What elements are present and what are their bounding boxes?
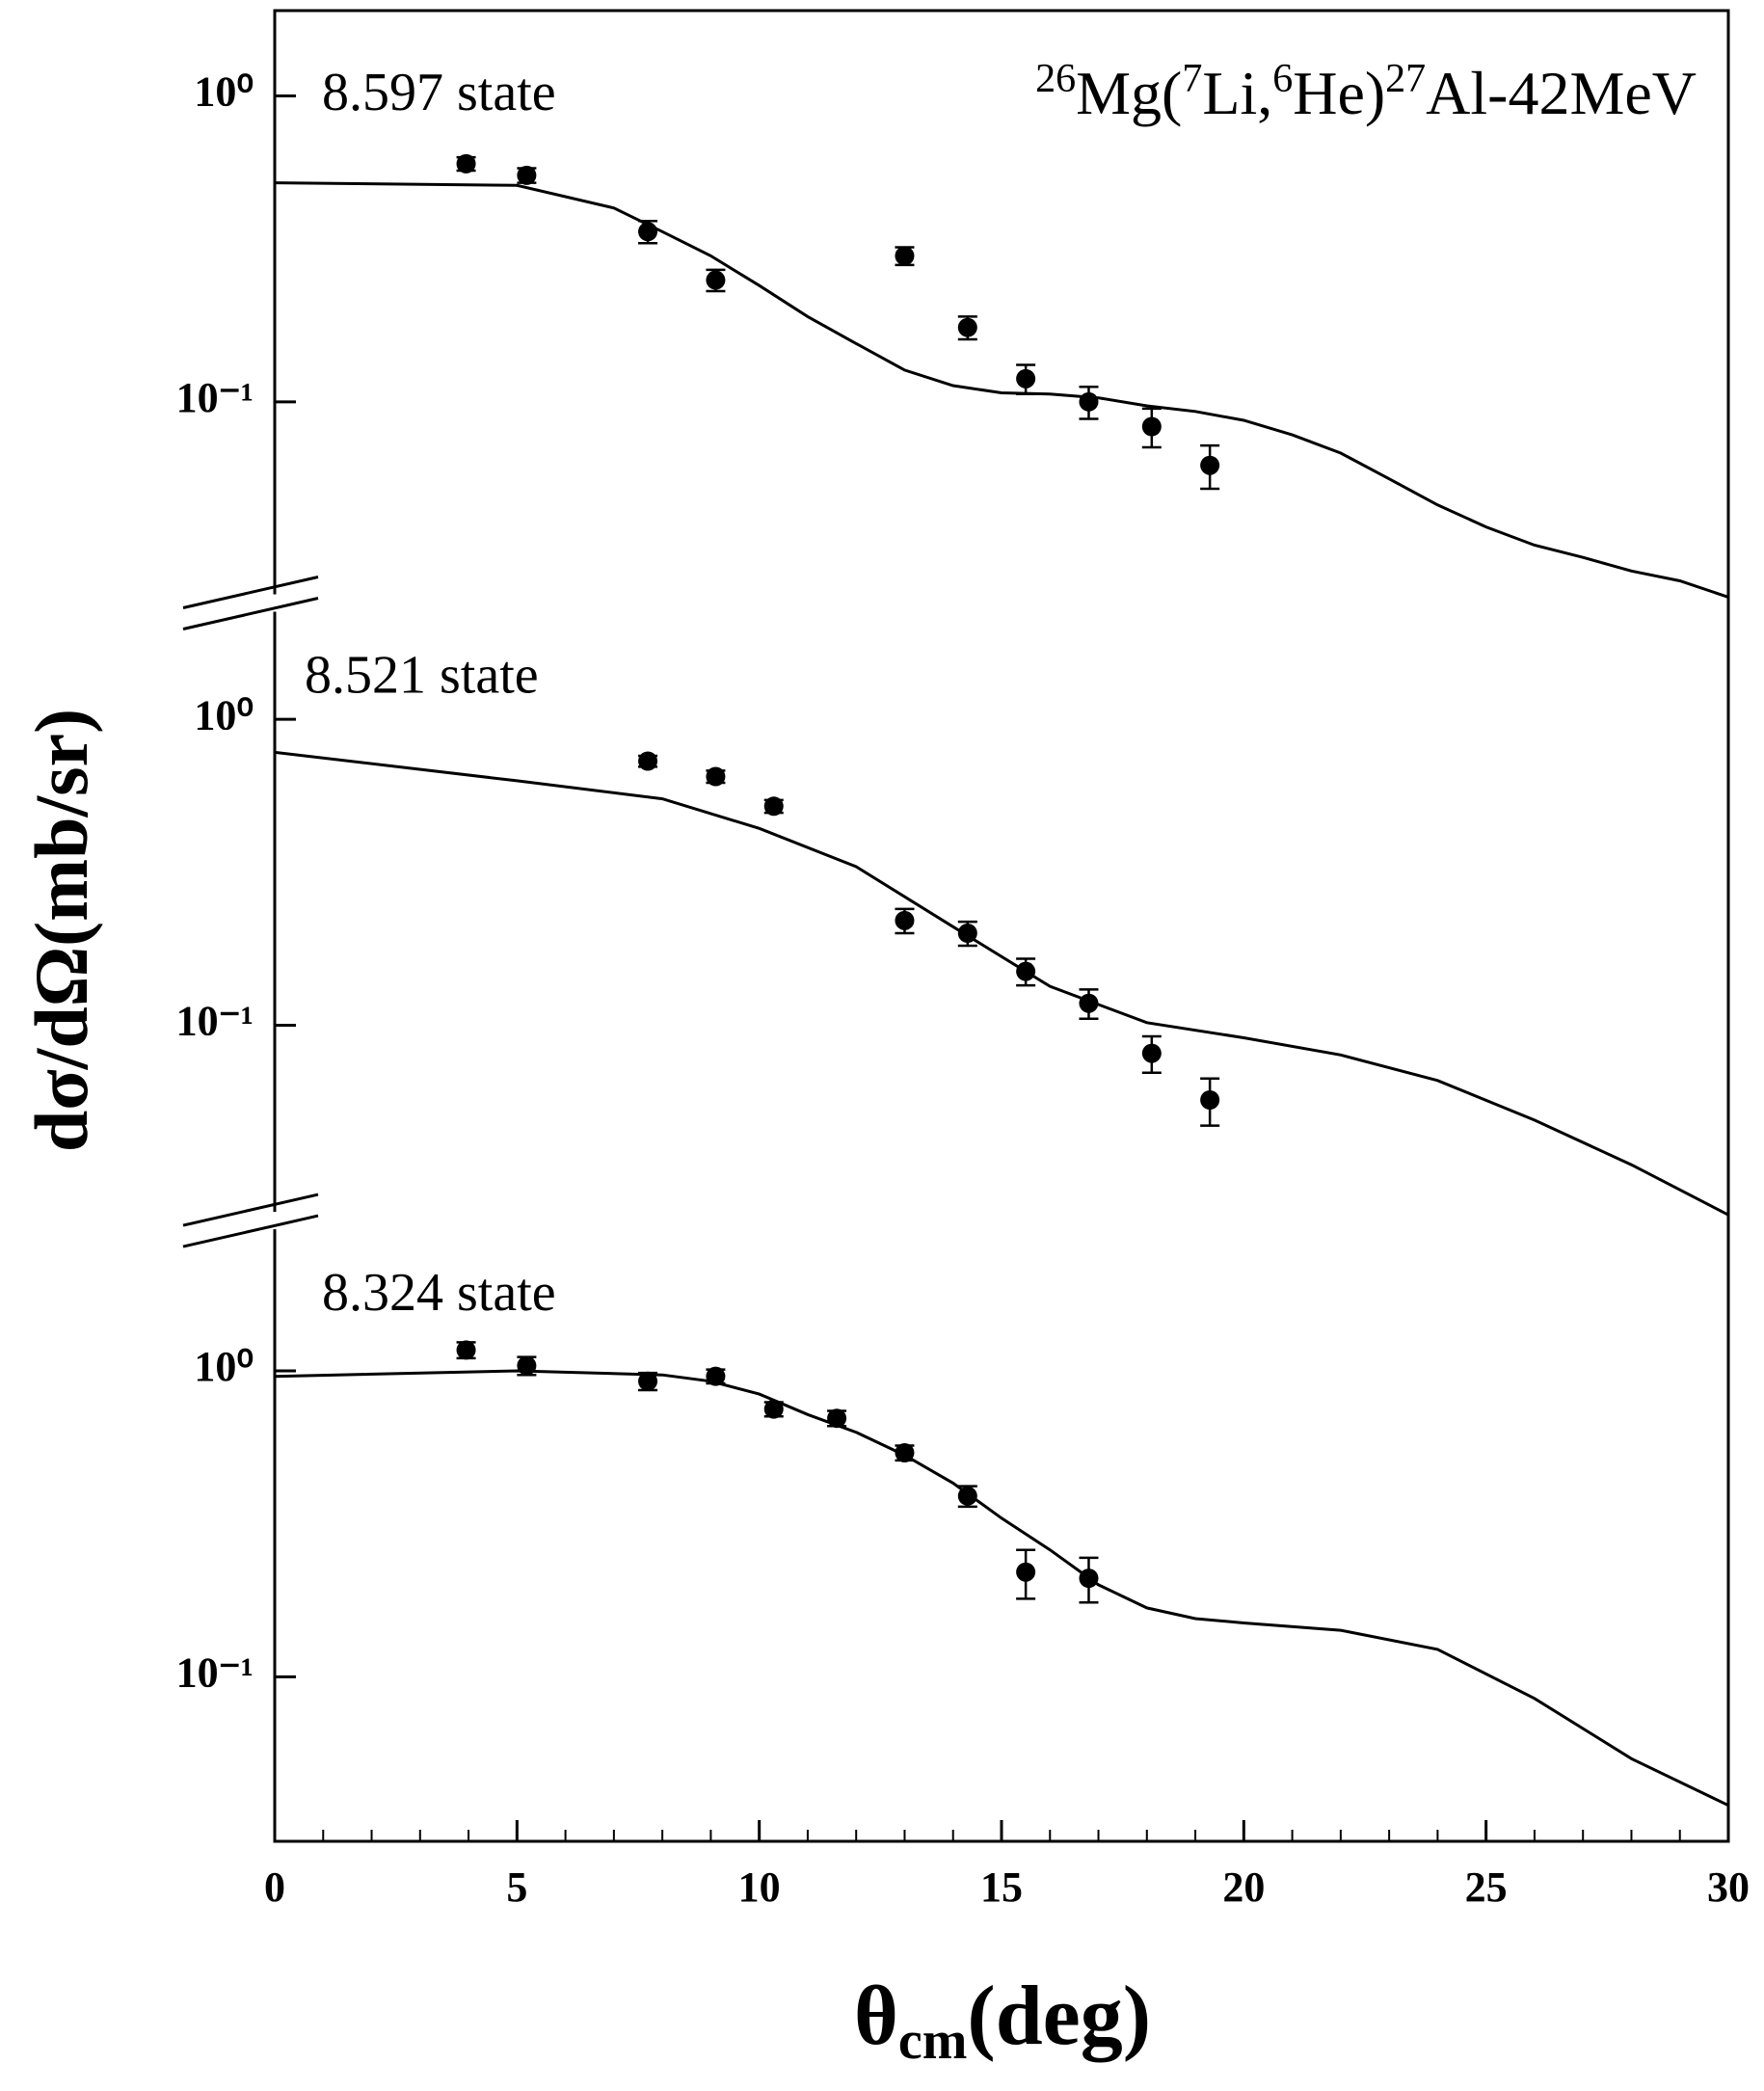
x-label-text: θ — [854, 1970, 898, 2063]
title-superscript: 6 — [1272, 57, 1293, 101]
axis-break — [182, 1193, 319, 1227]
data-point — [638, 1371, 658, 1391]
data-point — [895, 1442, 915, 1462]
data-point — [638, 222, 658, 242]
y-tick-label: 10⁻¹ — [176, 998, 254, 1045]
state-label: 8.521 state — [305, 645, 539, 705]
plot-frame — [273, 9, 1730, 1843]
data-point — [638, 751, 658, 771]
x-axis-label: θcm(deg) — [854, 1970, 1151, 2071]
data-point — [895, 246, 915, 266]
data-point — [763, 1399, 784, 1419]
x-tick-label: 5 — [506, 1863, 527, 1911]
data-point — [1079, 993, 1099, 1013]
data-point — [1200, 455, 1220, 475]
x-tick-label: 10 — [738, 1863, 781, 1911]
data-point — [456, 153, 476, 174]
data-point — [706, 766, 726, 787]
title-superscript: 7 — [1182, 57, 1202, 101]
y-axis-label: dσ/dΩ(mb/sr) — [19, 709, 103, 1152]
data-point — [1079, 391, 1099, 412]
x-tick-label: 30 — [1707, 1863, 1750, 1911]
title-text: He) — [1293, 59, 1385, 127]
title-text: Li, — [1202, 59, 1272, 127]
data-point — [827, 1408, 847, 1429]
data-point — [895, 910, 915, 930]
y-tick-label: 10⁻¹ — [176, 374, 254, 421]
data-point — [1016, 368, 1036, 389]
model-curve — [274, 750, 1729, 1217]
state-label: 8.597 state — [322, 63, 556, 122]
x-label-subscript: cm — [898, 2011, 968, 2071]
axis-break — [182, 597, 319, 630]
title-text: Al-42MeV — [1426, 59, 1697, 127]
data-point — [1016, 961, 1036, 981]
model-curve — [274, 181, 1729, 599]
data-point — [706, 270, 726, 290]
x-tick-label: 25 — [1465, 1863, 1508, 1911]
data-point — [957, 1486, 977, 1506]
data-point — [517, 1355, 537, 1376]
axis-break — [182, 1214, 319, 1248]
title-text: Mg( — [1076, 59, 1182, 127]
x-label-text: (deg) — [967, 1970, 1151, 2063]
data-point — [1141, 1043, 1162, 1063]
data-point — [1016, 1562, 1036, 1582]
data-point — [1079, 1568, 1099, 1589]
data-point — [706, 1366, 726, 1386]
y-tick-label: 10⁰ — [194, 68, 254, 116]
data-point — [957, 923, 977, 943]
model-curve — [274, 1369, 1729, 1808]
chart-title: 26Mg(7Li,6He)27Al-42MeV — [1035, 57, 1697, 127]
title-superscript: 27 — [1385, 57, 1426, 101]
x-tick-label: 20 — [1222, 1863, 1265, 1911]
x-tick-label: 15 — [980, 1863, 1023, 1911]
data-point — [957, 317, 977, 337]
y-tick-label: 10⁰ — [194, 691, 254, 738]
y-tick-label: 10⁰ — [194, 1343, 254, 1390]
y-tick-label: 10⁻¹ — [176, 1649, 254, 1696]
axis-break — [182, 576, 319, 609]
state-label: 8.324 state — [322, 1263, 556, 1323]
title-superscript: 26 — [1035, 57, 1076, 101]
data-point — [1200, 1090, 1220, 1111]
data-point — [763, 796, 784, 817]
data-point — [517, 165, 537, 185]
data-point — [1141, 416, 1162, 437]
x-tick-label: 0 — [264, 1863, 285, 1911]
data-point — [456, 1340, 476, 1360]
